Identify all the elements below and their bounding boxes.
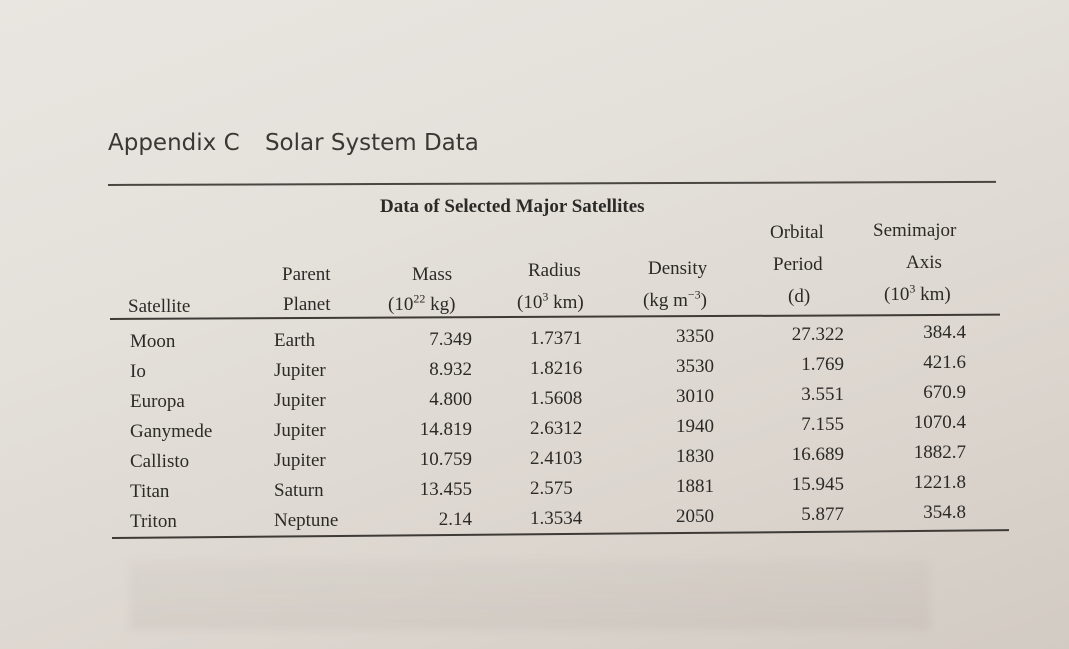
table-cell: 354.8 (923, 502, 966, 523)
table-cell: 3350 (676, 326, 714, 347)
column-mass: 7.349 8.932 4.800 14.819 10.759 13.455 2… (380, 325, 472, 535)
table-cell: Triton (130, 511, 177, 532)
table-title: Data of Selected Major Satellites (380, 196, 645, 217)
section-title: Solar System Data (264, 130, 479, 156)
table-cell: 1.5608 (530, 388, 583, 409)
table-cell: 3.551 (801, 384, 844, 405)
table-cell: 16.689 (791, 444, 844, 465)
table-cell: 1940 (676, 416, 714, 437)
table-cell: 2.6312 (530, 418, 583, 439)
col-header-mass-line2: (1022 kg) (388, 291, 456, 315)
col-header-radius-line1: Radius (528, 260, 581, 281)
col-header-satellite: Satellite (128, 296, 191, 317)
table-cell: Jupiter (274, 390, 326, 411)
table-cell: 3530 (676, 356, 714, 377)
table-cell: Neptune (274, 510, 339, 531)
table-cell: 670.9 (923, 382, 966, 403)
col-header-axis-line3: (103 km) (884, 281, 951, 305)
table-cell: Ganymede (130, 421, 213, 442)
table-cell: 13.455 (419, 479, 472, 500)
table-cell: 1.3534 (530, 508, 583, 529)
table-cell: 1.7371 (530, 328, 583, 349)
table-cell: 27.322 (791, 324, 844, 345)
table-cell: Jupiter (274, 450, 326, 471)
col-header-mass-line1: Mass (412, 264, 453, 285)
chapter-label: Appendix C (108, 130, 240, 156)
page-header: Appendix C Solar System Data (108, 130, 479, 156)
table-cell: 5.877 (801, 504, 844, 525)
table-cell: Jupiter (274, 360, 326, 381)
column-satellite: Moon Io Europa Ganymede Callisto Titan T… (130, 327, 212, 537)
table-cell: 1070.4 (913, 412, 966, 433)
column-radius: 1.7371 1.8216 1.5608 2.6312 2.4103 2.575… (530, 324, 582, 534)
table-cell: Saturn (274, 480, 324, 501)
col-header-period-line2: Period (773, 254, 823, 275)
table-cell: Io (130, 361, 146, 382)
table-cell: Titan (130, 481, 170, 502)
column-density: 3350 3530 3010 1940 1830 1881 2050 (630, 322, 714, 532)
table-cell: 3010 (676, 386, 714, 407)
table-cell: 7.349 (429, 329, 472, 350)
column-axis: 384.4 421.6 670.9 1070.4 1882.7 1221.8 3… (860, 318, 966, 528)
table-cell: 7.155 (801, 414, 844, 435)
table-cell: 2.4103 (530, 448, 583, 469)
table-cell: Europa (130, 391, 185, 412)
top-rule (107, 180, 996, 186)
table-cell: 1.769 (801, 354, 844, 375)
table-cell: Moon (130, 331, 176, 352)
table-cell: 1881 (676, 476, 714, 497)
column-period: 27.322 1.769 3.551 7.155 16.689 15.945 5… (740, 320, 844, 530)
table-cell: 14.819 (419, 419, 472, 440)
table-cell: 8.932 (429, 359, 472, 380)
table-cell: 421.6 (923, 352, 966, 373)
table-cell: 384.4 (923, 322, 966, 343)
col-header-period-line1: Orbital (770, 222, 824, 243)
col-header-planet-line2: Planet (283, 294, 331, 315)
table-cell: 1830 (676, 446, 714, 467)
col-header-density-line2: (kg m−3) (643, 287, 707, 311)
col-header-radius-line2: (103 km) (517, 289, 584, 313)
table-cell: Jupiter (274, 420, 326, 441)
table-cell: 2.575 (530, 478, 573, 499)
column-planet: Earth Jupiter Jupiter Jupiter Jupiter Sa… (274, 326, 338, 536)
col-header-axis-line1: Semimajor (873, 220, 957, 241)
bleed-through-shadow (130, 560, 930, 630)
table-cell: 1221.8 (913, 472, 966, 493)
col-header-period-line3: (d) (788, 286, 811, 307)
table-cell: 10.759 (419, 449, 472, 470)
table-cell: Earth (274, 330, 316, 351)
table-cell: Callisto (130, 451, 190, 472)
table-cell: 1882.7 (913, 442, 966, 463)
table-cell: 1.8216 (530, 358, 583, 379)
col-header-density-line1: Density (648, 258, 708, 279)
col-header-planet-line1: Parent (282, 264, 331, 285)
col-header-axis-line2: Axis (906, 252, 942, 273)
table-cell: 2.14 (438, 509, 472, 530)
table-cell: 2050 (676, 506, 714, 527)
table-cell: 4.800 (429, 389, 472, 410)
table-cell: 15.945 (791, 474, 844, 495)
